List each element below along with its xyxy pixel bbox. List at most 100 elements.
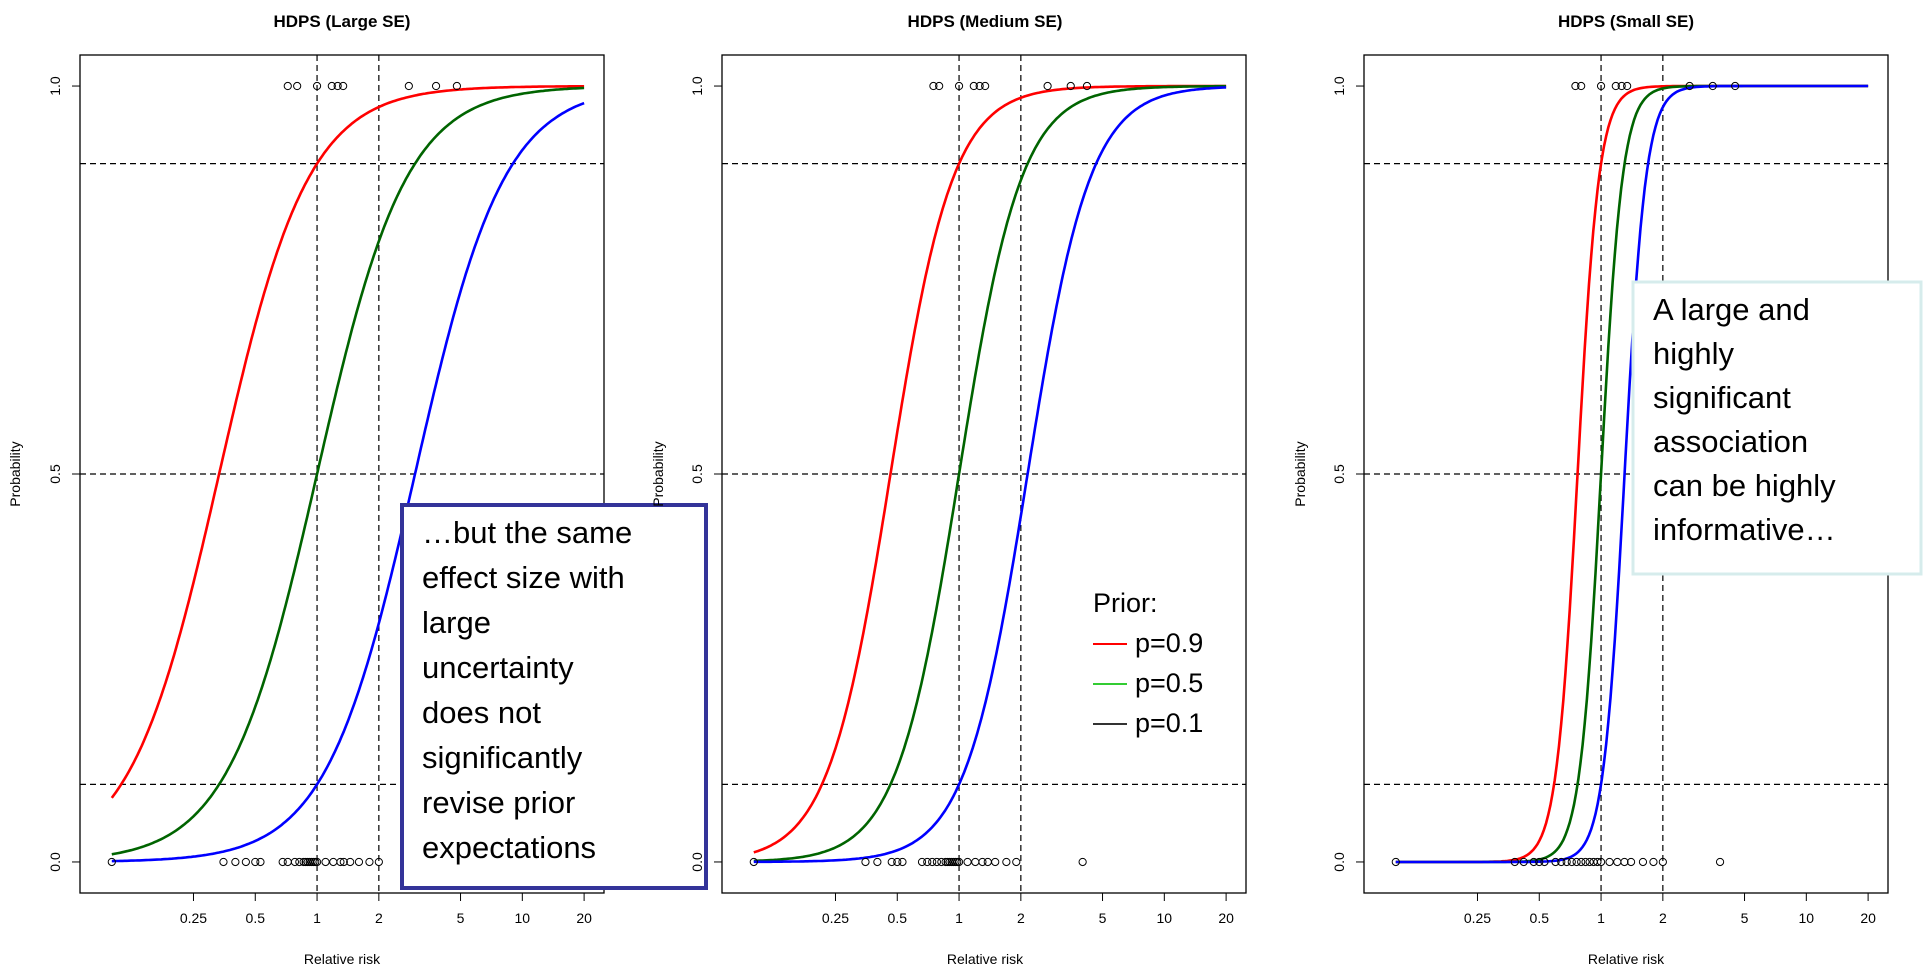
data-point-top [1623, 81, 1632, 91]
y-tick-label: 1.0 [47, 76, 63, 96]
callout-text-line: informative… [1653, 512, 1836, 547]
x-tick-label: 20 [576, 910, 592, 926]
x-axis-label: Relative risk [947, 951, 1024, 967]
data-point-bottom [963, 857, 972, 867]
data-point-bottom [1002, 857, 1011, 867]
x-tick-label: 2 [1659, 910, 1667, 926]
data-point-bottom [1658, 857, 1667, 867]
callout-text-line: effect size with [422, 560, 625, 595]
y-tick-label: 0.0 [1331, 852, 1347, 872]
data-point-bottom [1596, 857, 1606, 867]
plot-title: HDPS (Large SE) [274, 12, 411, 31]
data-point-bottom [1519, 857, 1528, 867]
data-point-bottom [978, 857, 987, 867]
data-point-top [1731, 81, 1740, 91]
data-point-bottom [241, 857, 250, 867]
callout-text-line: association [1653, 424, 1808, 459]
x-axis-label: Relative risk [304, 951, 381, 967]
callout-border [1631, 280, 1923, 576]
data-point-bottom [312, 857, 322, 867]
data-point-bottom [374, 857, 383, 867]
data-point-bottom [1605, 857, 1614, 867]
data-point-bottom [1585, 857, 1594, 867]
data-point-bottom [932, 857, 942, 867]
data-point-bottom [107, 857, 116, 867]
y-tick-label: 1.0 [1331, 76, 1347, 96]
data-point-top [1082, 81, 1092, 91]
callout-text-line: can be highly [1653, 468, 1836, 503]
x-tick-label: 1 [1597, 910, 1605, 926]
data-point-bottom [1613, 857, 1622, 867]
x-tick-label: 10 [1799, 910, 1815, 926]
data-point-bottom [954, 857, 964, 867]
y-tick-label: 0.0 [689, 852, 705, 872]
x-tick-label: 0.5 [246, 910, 266, 926]
y-tick-label: 0.5 [689, 464, 705, 484]
data-point-top [1043, 81, 1052, 91]
data-point-bottom [301, 857, 310, 867]
x-tick-label: 0.25 [1464, 910, 1491, 926]
data-point-bottom [943, 857, 952, 867]
data-point-bottom [887, 857, 896, 867]
data-point-bottom [1012, 857, 1021, 867]
data-point-bottom [991, 857, 1000, 867]
data-point-bottom [1638, 857, 1648, 867]
data-point-bottom [321, 857, 330, 867]
data-point-bottom [219, 857, 228, 867]
callout-box: A large and highly significant association c… [1631, 280, 1923, 576]
data-point-top [404, 81, 413, 91]
data-point-bottom [283, 857, 292, 867]
data-point-top [1685, 81, 1694, 91]
data-point-top [327, 81, 336, 91]
x-tick-label: 0.25 [180, 910, 207, 926]
callout-text-line: does not [422, 695, 541, 730]
data-point-bottom [329, 857, 338, 867]
data-point-bottom [917, 857, 927, 867]
data-point-bottom [231, 857, 240, 867]
data-point-bottom [278, 857, 287, 867]
legend-entry-label: p=0.9 [1135, 628, 1203, 658]
series-line-3 [753, 86, 1227, 864]
data-point-bottom [346, 857, 355, 867]
chart-panel-3: HDPS (Small SE) 0.25 0.5 1 2 5 10 20 0.0 0.5 1.0 Re… [1292, 12, 1923, 967]
data-point-bottom [1593, 857, 1602, 867]
data-point-bottom [1535, 857, 1544, 867]
data-point-bottom [1567, 857, 1576, 867]
series-line-1 [753, 84, 1227, 854]
legend: Prior: p=0.9 p=0.5 p=0.1 [1093, 588, 1203, 738]
data-point-bottom [336, 857, 345, 867]
data-point-top [1708, 81, 1717, 91]
data-point-top [339, 81, 348, 91]
x-tick-label: 10 [1157, 910, 1173, 926]
y-axis-label: Probability [7, 441, 23, 506]
data-point-bottom [299, 857, 308, 867]
data-point-bottom [937, 857, 946, 867]
data-point-bottom [256, 857, 265, 867]
legend-entry-label: p=0.1 [1135, 708, 1203, 738]
data-point-top [1617, 81, 1626, 91]
x-tick-label: 20 [1218, 910, 1234, 926]
series-line-2 [753, 84, 1227, 863]
x-tick-label: 2 [1017, 910, 1025, 926]
y-tick-label: 0.5 [1331, 464, 1347, 484]
data-point-bottom [1649, 857, 1658, 867]
data-point-bottom [251, 857, 260, 867]
data-point-top [1577, 81, 1586, 91]
data-point-bottom [861, 857, 870, 867]
x-tick-label: 10 [515, 910, 531, 926]
series-line-2 [111, 86, 585, 856]
data-point-bottom [295, 857, 304, 867]
data-point-bottom [971, 857, 980, 867]
x-tick-label: 5 [1099, 910, 1107, 926]
data-point-bottom [1562, 857, 1571, 867]
series-line-1 [110, 85, 585, 799]
data-point-bottom [1529, 857, 1538, 867]
y-axis-label: Probability [650, 441, 666, 506]
plot-title: HDPS (Small SE) [1558, 12, 1694, 31]
data-point-top [1066, 81, 1075, 91]
x-tick-label: 0.5 [1530, 910, 1550, 926]
y-axis-label: Probability [1292, 441, 1308, 506]
data-point-bottom [749, 857, 758, 867]
x-tick-label: 2 [375, 910, 383, 926]
